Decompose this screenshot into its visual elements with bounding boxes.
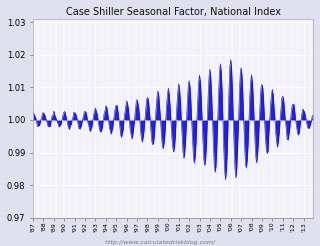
Text: http://www.calculatedriskblog.com/: http://www.calculatedriskblog.com/ bbox=[104, 240, 216, 245]
Title: Case Shiller Seasonal Factor, National Index: Case Shiller Seasonal Factor, National I… bbox=[66, 7, 281, 17]
